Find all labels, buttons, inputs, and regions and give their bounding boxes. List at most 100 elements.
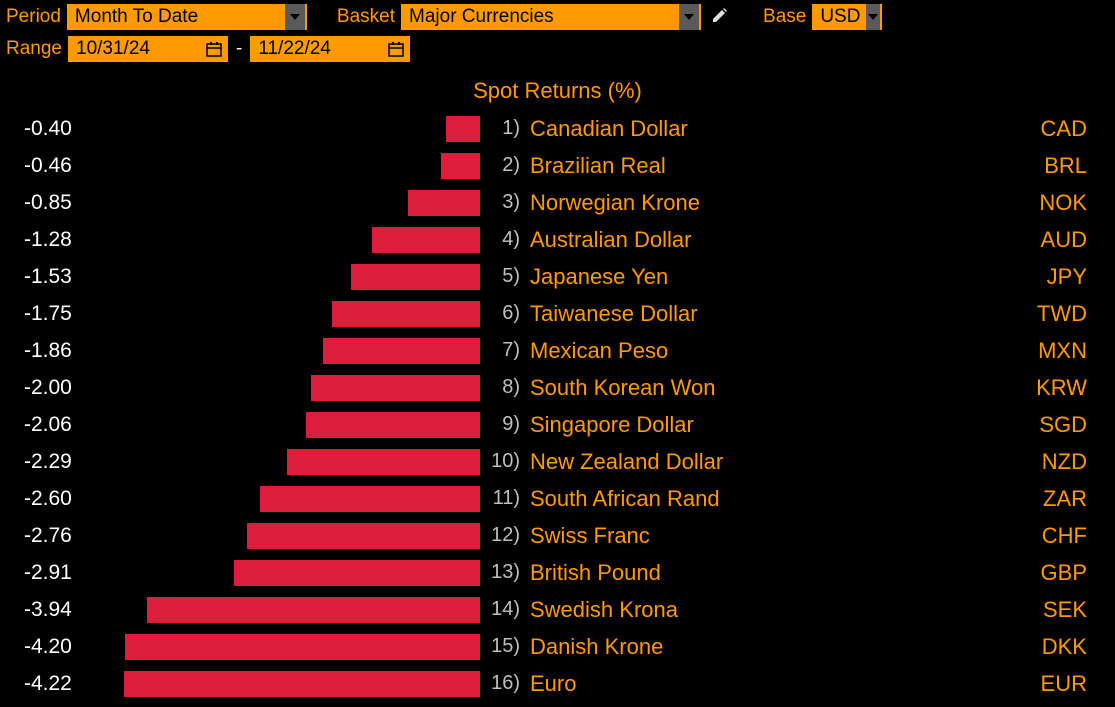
value-label: -3.94 — [10, 598, 100, 622]
currency-code: TWD — [1025, 301, 1105, 327]
value-label: -2.91 — [10, 561, 100, 585]
rank-label: 8) — [480, 376, 524, 399]
bar — [323, 338, 480, 364]
currency-name: Norwegian Krone — [524, 190, 1025, 216]
currency-code: ZAR — [1025, 486, 1105, 512]
bar-cell — [100, 184, 480, 221]
period-value: Month To Date — [75, 6, 204, 28]
bar — [306, 412, 480, 438]
currency-name: Euro — [524, 671, 1025, 697]
value-label: -4.22 — [10, 672, 100, 696]
rank-label: 14) — [480, 598, 524, 621]
range-end-value: 11/22/24 — [258, 38, 331, 60]
currency-code: NZD — [1025, 449, 1105, 475]
currency-name: British Pound — [524, 560, 1025, 586]
currency-name: Australian Dollar — [524, 227, 1025, 253]
currency-code: SEK — [1025, 597, 1105, 623]
chart-row: -0.46 2)Brazilian RealBRL — [10, 147, 1105, 184]
currency-code: NOK — [1025, 190, 1105, 216]
value-label: -2.00 — [10, 376, 100, 400]
bar — [260, 486, 480, 512]
period-dropdown[interactable]: Month To Date — [67, 4, 307, 30]
bar-cell — [100, 628, 480, 665]
chart-row: -1.86 7)Mexican PesoMXN — [10, 332, 1105, 369]
rank-label: 15) — [480, 635, 524, 658]
currency-name: Swiss Franc — [524, 523, 1025, 549]
toolbar-row-2: Range 10/31/24 - 11/22/24 — [0, 34, 1115, 68]
chart-row: -1.756)Taiwanese DollarTWD — [10, 295, 1105, 332]
chart-row: -0.85 3)Norwegian KroneNOK — [10, 184, 1105, 221]
bar-cell — [100, 332, 480, 369]
bar-cell — [100, 147, 480, 184]
bar — [332, 301, 480, 327]
currency-code: CHF — [1025, 523, 1105, 549]
chart-row: -2.7612)Swiss FrancCHF — [10, 517, 1105, 554]
bar-cell — [100, 554, 480, 591]
chart-row: -2.069)Singapore DollarSGD — [10, 406, 1105, 443]
chevron-down-icon — [285, 4, 305, 30]
calendar-icon — [204, 39, 224, 59]
currency-name: Swedish Krona — [524, 597, 1025, 623]
bar — [287, 449, 480, 475]
range-start-input[interactable]: 10/31/24 — [68, 36, 228, 62]
bar-cell — [100, 369, 480, 406]
rank-label: 1) — [480, 117, 524, 140]
currency-code: MXN — [1025, 338, 1105, 364]
chart-title: Spot Returns (%) — [0, 68, 1115, 110]
rank-label: 9) — [480, 413, 524, 436]
currency-code: CAD — [1025, 116, 1105, 142]
bar-cell — [100, 665, 480, 702]
value-label: -1.28 — [10, 228, 100, 252]
rank-label: 10) — [480, 450, 524, 473]
chart-row: -4.2216)EuroEUR — [10, 665, 1105, 702]
value-label: -2.29 — [10, 450, 100, 474]
bar — [408, 190, 480, 216]
currency-name: Singapore Dollar — [524, 412, 1025, 438]
bar — [441, 153, 480, 179]
basket-dropdown[interactable]: Major Currencies — [401, 4, 701, 30]
value-label: -4.20 — [10, 635, 100, 659]
basket-value: Major Currencies — [409, 6, 560, 28]
rank-label: 12) — [480, 524, 524, 547]
bar-cell — [100, 406, 480, 443]
bar-cell — [100, 517, 480, 554]
chart-row: -2.2910)New Zealand DollarNZD — [10, 443, 1105, 480]
bar — [124, 671, 480, 697]
currency-code: SGD — [1025, 412, 1105, 438]
range-separator: - — [234, 38, 244, 60]
chart-row: -2.9113)British PoundGBP — [10, 554, 1105, 591]
bar — [234, 560, 480, 586]
rank-label: 11) — [480, 487, 524, 510]
currency-code: DKK — [1025, 634, 1105, 660]
currency-code: GBP — [1025, 560, 1105, 586]
base-dropdown[interactable]: USD — [812, 4, 882, 30]
range-end-input[interactable]: 11/22/24 — [250, 36, 410, 62]
base-value: USD — [820, 6, 866, 28]
rank-label: 2) — [480, 154, 524, 177]
currency-code: BRL — [1025, 153, 1105, 179]
basket-label: Basket — [337, 6, 395, 28]
rank-label: 3) — [480, 191, 524, 214]
currency-code: EUR — [1025, 671, 1105, 697]
bar — [247, 523, 480, 549]
edit-icon[interactable] — [707, 6, 733, 29]
currency-code: JPY — [1025, 264, 1105, 290]
period-label: Period — [6, 6, 61, 28]
chevron-down-icon — [679, 4, 699, 30]
bar-cell — [100, 258, 480, 295]
currency-name: Brazilian Real — [524, 153, 1025, 179]
chart-area: -0.401)Canadian DollarCAD-0.462)Brazilia… — [0, 110, 1115, 702]
currency-name: South African Rand — [524, 486, 1025, 512]
calendar-icon — [386, 39, 406, 59]
bar-cell — [100, 591, 480, 628]
currency-code: KRW — [1025, 375, 1105, 401]
value-label: -0.46 — [10, 154, 100, 178]
rank-label: 7) — [480, 339, 524, 362]
bar — [311, 375, 480, 401]
bar-cell — [100, 221, 480, 258]
currency-name: Mexican Peso — [524, 338, 1025, 364]
bar — [125, 634, 480, 660]
currency-name: Japanese Yen — [524, 264, 1025, 290]
value-label: -0.85 — [10, 191, 100, 215]
value-label: -1.86 — [10, 339, 100, 363]
